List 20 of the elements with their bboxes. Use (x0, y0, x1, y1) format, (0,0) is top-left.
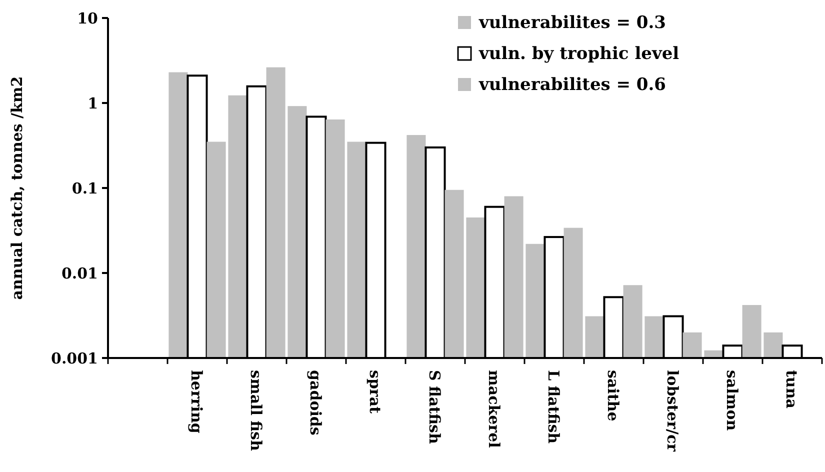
legend-label: vulnerabilites = 0.6 (478, 75, 666, 95)
x-tick-label: herring (187, 370, 206, 434)
y-axis-title: annual catch, tonnes /km2 (8, 76, 26, 300)
x-tick-label: gadoids (306, 370, 324, 436)
x-tick-label: L flatfish (544, 370, 562, 444)
x-tick-label: lobster/cr (663, 370, 682, 453)
x-tick-label: mackerel (484, 370, 503, 448)
x-tick-label: saithe (604, 370, 622, 422)
legend-label: vulnerabilites = 0.3 (478, 13, 666, 33)
y-tick-label: 10 (77, 9, 98, 28)
x-tick-label: sprat (366, 370, 384, 414)
x-tick-label: salmon (722, 370, 741, 431)
y-tick-label: 1 (88, 94, 98, 112)
x-tick-label: tuna (782, 370, 800, 409)
x-tick-label: S flatfish (425, 370, 444, 444)
y-tick-label: 0.001 (51, 349, 98, 368)
y-tick-label: 0.1 (72, 179, 98, 198)
y-tick-label: 0.01 (61, 264, 98, 282)
legend-label: vuln. by trophic level (478, 44, 680, 64)
x-tick-label: small fish (246, 370, 265, 452)
